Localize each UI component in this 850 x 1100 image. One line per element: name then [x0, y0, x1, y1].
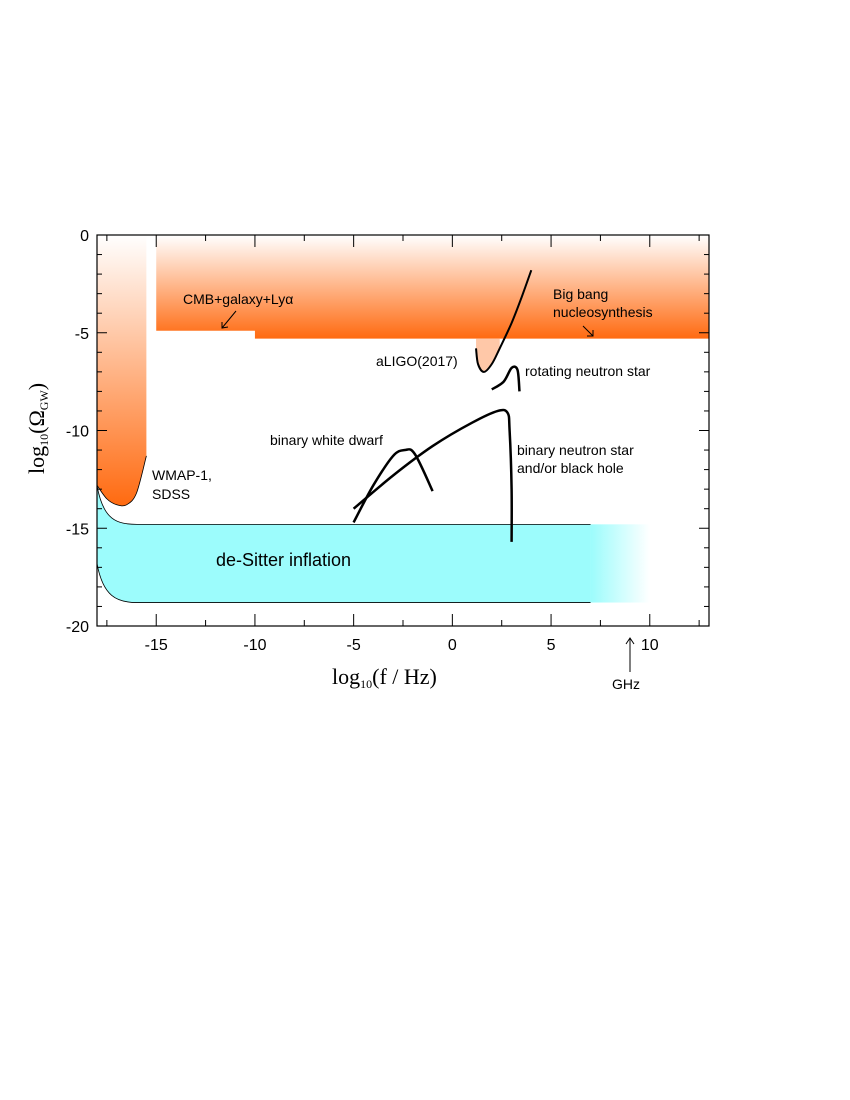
aligo-region — [476, 338, 500, 372]
annotation-bns-line2: and/or black hole — [517, 460, 624, 476]
x-tick-label: -15 — [145, 637, 168, 654]
y-tick-label: 0 — [80, 228, 89, 245]
y-tick-label: -15 — [66, 521, 89, 538]
annotation-wmap-line2: SDSS — [152, 486, 190, 502]
aligo-curve — [475, 269, 533, 373]
annotation-bwd: binary white dwarf — [270, 432, 383, 448]
x-axis-title: log10(f / Hz) — [332, 664, 437, 691]
annotation-rotating: rotating neutron star — [525, 363, 651, 379]
binary-white-dwarf-curve — [352, 448, 434, 523]
cmb-arrow-icon — [221, 310, 237, 329]
annotation-wmap-line1: WMAP-1, — [152, 467, 212, 483]
y-tick-label: -10 — [66, 424, 89, 441]
annotation-ghz: GHz — [612, 676, 640, 692]
x-tick-label: -5 — [347, 637, 361, 654]
inflation-top-edge — [97, 485, 591, 525]
rotating-neutron-star-curve — [491, 365, 521, 392]
wmap-sdss-region — [97, 235, 147, 506]
wmap-sdss-boundary — [97, 455, 147, 507]
ghz-arrow-icon — [625, 637, 635, 672]
annotation-bbn-line1: Big bang — [553, 286, 608, 302]
x-tick-label: 10 — [641, 637, 659, 654]
x-tick-label: -10 — [243, 637, 266, 654]
inflation-region — [97, 485, 591, 603]
inflation-bottom-edge — [97, 563, 591, 603]
annotation-bbn-line2: nucleosynthesis — [553, 304, 653, 320]
annotation-aligo: aLIGO(2017) — [376, 353, 458, 369]
y-tick-label: -5 — [75, 326, 89, 343]
cmb-bbn-region — [156, 235, 709, 339]
y-axis-title: log10(ΩGW) — [24, 383, 51, 474]
annotation-bns-line1: binary neutron star — [517, 442, 634, 458]
x-tick-label: 5 — [547, 637, 556, 654]
annotation-inflation: de-Sitter inflation — [216, 550, 351, 570]
bbn-arrow-icon — [582, 325, 594, 337]
inflation-fade — [590, 524, 650, 603]
annotation-cmb: CMB+galaxy+Lyα — [183, 291, 293, 307]
binary-neutron-star-curve — [352, 408, 513, 542]
y-tick-label: -20 — [66, 619, 89, 636]
x-tick-label: 0 — [448, 637, 457, 654]
